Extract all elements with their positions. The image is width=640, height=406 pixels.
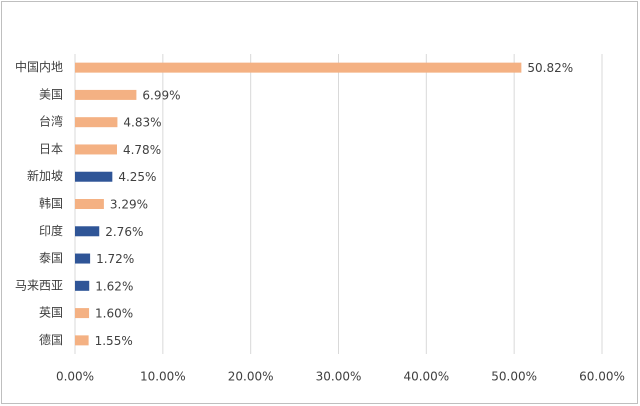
value-label: 1.60% [95,307,133,321]
value-label: 2.76% [105,225,143,239]
value-label: 1.72% [96,252,134,266]
x-tick-label: 30.00% [316,370,362,384]
y-tick-label: 美国 [39,87,63,101]
x-tick-label: 50.00% [491,370,537,384]
y-tick-label: 马来西亚 [15,278,63,292]
bar [75,199,104,209]
x-tick-label: 20.00% [228,370,274,384]
value-label: 50.82% [527,61,573,75]
bar [75,144,117,155]
x-tick-label: 60.00% [579,370,625,384]
value-label: 3.29% [110,198,148,212]
bar [75,280,90,291]
y-tick-label: 新加坡 [27,168,63,183]
value-label: 1.62% [95,279,133,293]
y-tick-label: 中国内地 [15,59,63,74]
value-label: 4.25% [118,170,156,184]
bar [75,62,522,73]
y-tick-label: 日本 [39,142,63,156]
y-tick-label: 英国 [39,306,63,320]
x-tick-label: 0.00% [56,370,94,384]
value-label: 1.55% [95,334,133,348]
bar [75,117,118,128]
bar [75,308,90,319]
y-tick-label: 韩国 [39,196,63,211]
bar [75,89,137,100]
bar [75,171,113,182]
value-label: 4.83% [123,116,161,130]
value-label: 4.78% [123,143,161,157]
y-tick-label: 台湾 [39,114,63,129]
y-tick-label: 德国 [39,332,63,347]
bar [75,253,91,264]
y-tick-label: 印度 [39,223,63,238]
x-tick-label: 10.00% [140,370,186,384]
y-tick-label: 泰国 [39,251,63,265]
value-label: 6.99% [142,88,180,102]
x-tick-label: 40.00% [403,370,449,384]
bar [75,226,100,237]
bar [75,335,89,346]
